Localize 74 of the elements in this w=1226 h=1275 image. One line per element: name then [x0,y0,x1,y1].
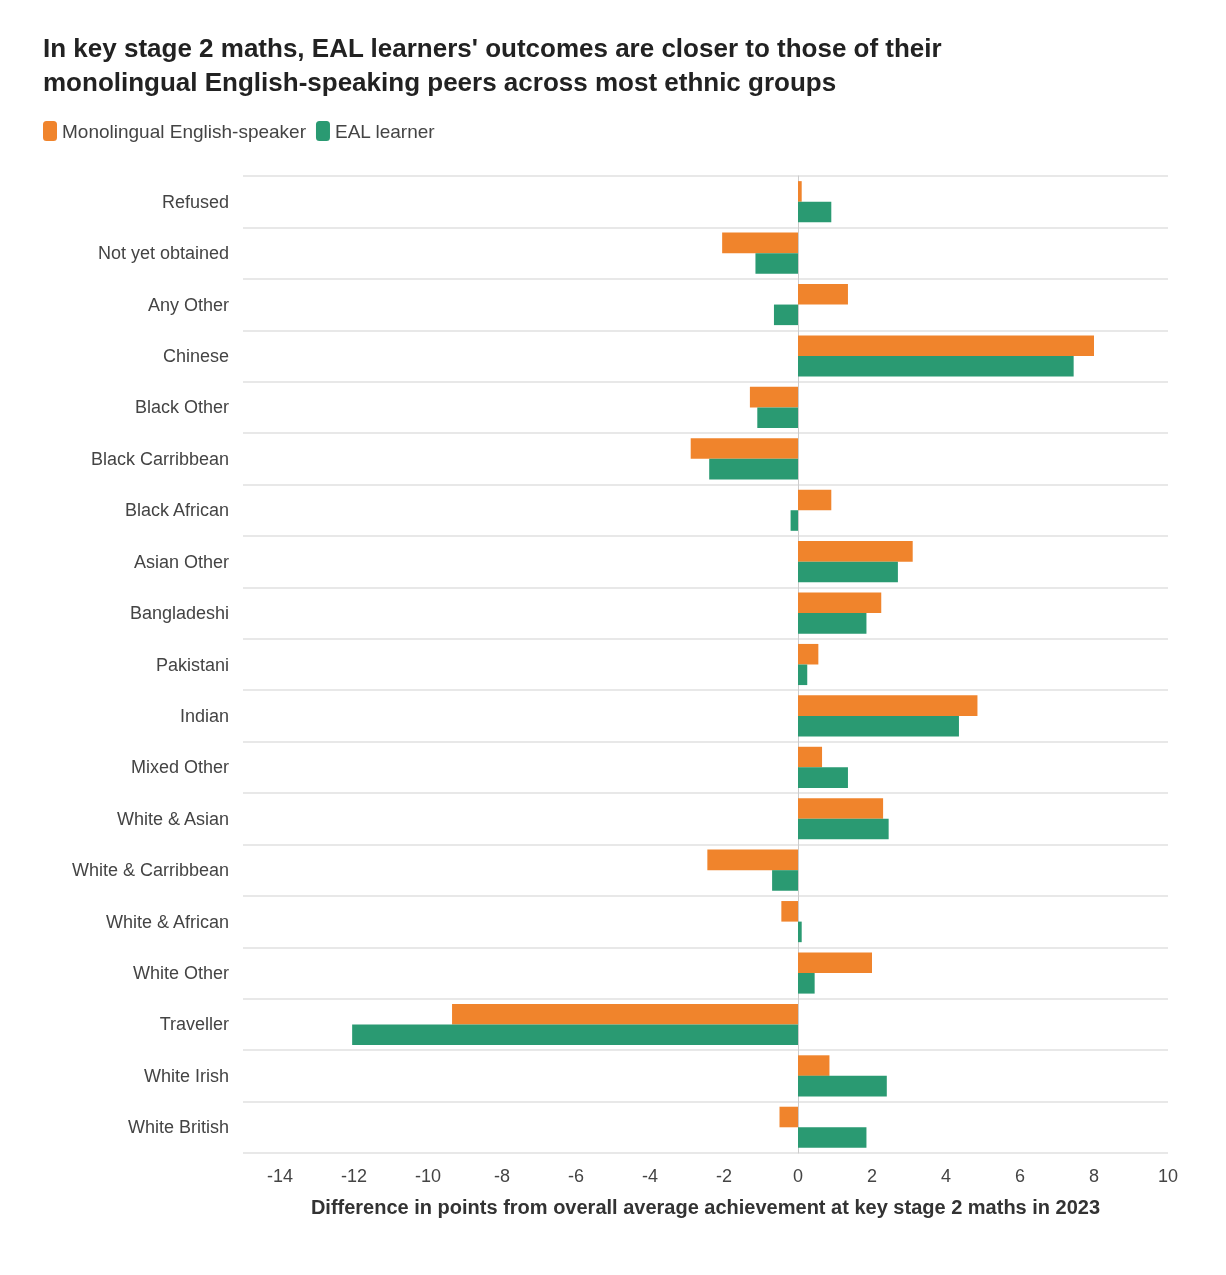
bar [798,592,882,614]
bar [709,458,798,480]
bar [798,746,823,768]
y-tick-label: Indian [179,705,229,726]
bar [779,1106,798,1128]
bar [772,870,798,891]
x-tick-label: -14 [266,1166,294,1186]
bar [798,921,802,943]
x-tick-label: 6 [1014,1166,1026,1186]
bar [722,232,798,254]
x-tick-label: 8 [1088,1166,1100,1186]
y-tick-label: Asian Other [133,551,229,572]
bar [798,1127,867,1148]
y-tick-label: White & Asian [116,808,229,829]
y-tick-label: Black Carribbean [90,448,229,469]
bar [798,798,884,819]
x-tick-label: -8 [493,1166,511,1186]
bar [690,438,798,459]
bar [798,715,959,737]
bar [798,181,802,202]
y-tick-label: White & Carribbean [71,860,229,881]
y-tick-label: Traveller [159,1014,229,1035]
bar [798,335,1094,356]
bar [773,304,798,326]
bar [755,253,798,274]
legend-label: EAL learner [334,120,436,142]
bar [781,901,798,922]
bar [798,201,832,223]
bar [749,386,798,408]
bar [352,1024,798,1046]
x-tick-label: -2 [715,1166,733,1186]
y-tick-label: Pakistani [155,654,229,675]
y-tick-label: White Irish [143,1065,229,1086]
y-tick-label: White & African [105,911,229,932]
x-tick-label: 4 [940,1166,952,1186]
bar [798,561,898,583]
bar [798,283,848,305]
x-tick-label: -10 [414,1166,442,1186]
y-tick-label: Bangladeshi [129,603,229,624]
bar [798,355,1074,377]
y-tick-label: Chinese [162,345,229,366]
x-tick-label: 2 [866,1166,878,1186]
bar [798,973,815,994]
x-tick-label: 10 [1157,1166,1179,1186]
y-tick-label: Black Other [134,397,229,418]
bar [798,952,872,974]
bar [707,849,798,871]
x-tick-label: -12 [340,1166,368,1186]
bar [452,1003,798,1025]
bar [798,664,808,686]
y-tick-label: Refused [161,191,229,212]
bar [798,695,978,716]
y-tick-label: Any Other [147,294,229,315]
bar [798,643,819,665]
y-tick-label: White British [127,1117,229,1138]
bar [798,613,867,634]
bar [798,767,848,788]
bar [798,818,889,840]
chart-title: In key stage 2 maths, EAL learners' outcomes are closer to those of their monolingual English-speaking peers across most ethnic groups [43,33,942,97]
bar [798,1055,830,1076]
x-tick-label: -4 [641,1166,659,1186]
bar [798,1075,887,1097]
bar [757,407,798,428]
y-tick-label: Not yet obtained [97,243,229,264]
y-tick-label: Mixed Other [130,757,229,778]
bar [798,541,913,562]
legend-label: Monolingual English-speaker [62,120,307,142]
x-tick-label: 0 [792,1166,804,1186]
bar [790,510,798,531]
y-tick-label: White Other [132,963,229,984]
x-axis-title: Difference in points from overall average achievement at key stage 2 maths in 2023 [310,1196,1101,1218]
bar [798,489,832,511]
x-tick-label: -6 [567,1166,585,1186]
y-tick-label: Black African [124,500,229,521]
